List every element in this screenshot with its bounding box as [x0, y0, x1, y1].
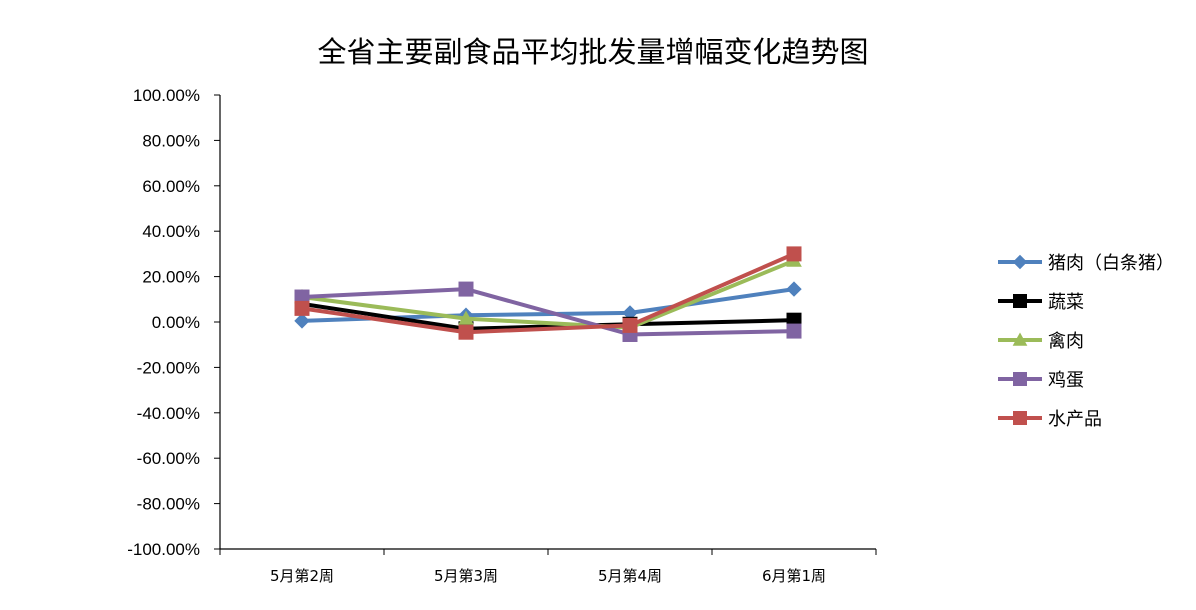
legend-item: 蔬菜	[998, 292, 1084, 313]
legend-label: 蔬菜	[1048, 292, 1084, 313]
axes: 100.00% 80.00% 60.00% 40.00% 20.00% 0.00% -20.…	[127, 86, 877, 585]
data-point	[786, 281, 802, 297]
y-tick-label: -20.00%	[137, 358, 200, 377]
legend-item: 鸡蛋	[998, 370, 1084, 391]
y-tick-label: -100.00%	[127, 540, 200, 559]
legend-marker	[1012, 332, 1028, 346]
data-point	[294, 300, 310, 316]
series-line	[300, 301, 796, 331]
data-point	[786, 323, 802, 339]
y-tick-label: 40.00%	[142, 222, 200, 241]
series-line	[300, 287, 796, 337]
y-tick-label: 80.00%	[142, 131, 200, 150]
y-tick-label: 60.00%	[142, 177, 200, 196]
data-point	[458, 324, 474, 340]
legend-item: 禽肉	[998, 331, 1084, 352]
series-line	[300, 258, 796, 330]
legend-marker	[1013, 294, 1027, 308]
legend-item: 猪肉（白条猪）	[998, 253, 1174, 274]
chart-title: 全省主要副食品平均批发量增幅变化趋势图	[317, 35, 868, 69]
legend-label: 禽肉	[1048, 331, 1084, 352]
data-point	[786, 246, 802, 262]
legend-marker	[1012, 254, 1028, 270]
series-line	[300, 251, 796, 335]
data-point	[622, 317, 638, 333]
series-5	[294, 246, 802, 340]
x-tick-label: 5月第4周	[598, 567, 662, 585]
y-tick-label: 100.00%	[133, 86, 200, 105]
y-tick-label: 0.00%	[152, 313, 200, 332]
legend-item: 水产品	[998, 409, 1102, 430]
legend-label: 水产品	[1048, 409, 1102, 430]
legend-marker	[1013, 372, 1027, 386]
data-point	[458, 310, 474, 325]
y-tick-label: 20.00%	[142, 268, 200, 287]
legend-marker	[1013, 411, 1027, 425]
data-point	[458, 281, 474, 297]
series-lines	[294, 246, 802, 342]
x-tick-label: 6月第1周	[762, 567, 826, 585]
data-point	[294, 313, 310, 329]
y-tick-label: -80.00%	[137, 495, 200, 514]
x-tick-label: 5月第2周	[270, 567, 334, 585]
legend-label: 猪肉（白条猪）	[1048, 253, 1174, 274]
legend-label: 鸡蛋	[1048, 370, 1084, 391]
y-tick-label: -40.00%	[137, 404, 200, 423]
y-tick-label: -60.00%	[137, 449, 200, 468]
x-tick-label: 5月第3周	[434, 567, 498, 585]
